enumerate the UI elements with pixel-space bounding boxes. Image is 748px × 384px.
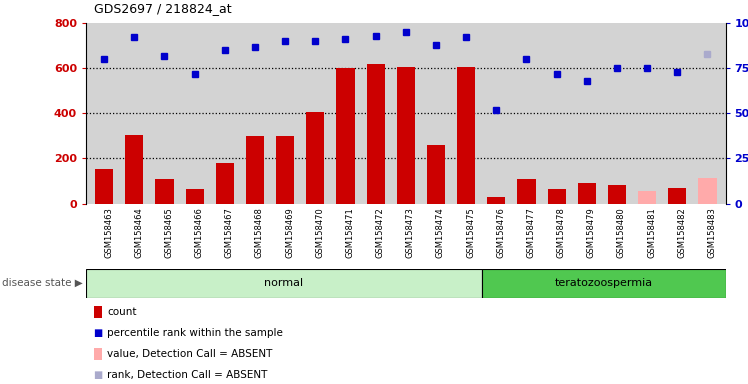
Text: ■: ■	[94, 370, 102, 380]
Text: GSM158474: GSM158474	[436, 207, 445, 258]
Text: GSM158469: GSM158469	[285, 207, 294, 258]
Bar	[396, 67, 415, 204]
Bar	[156, 179, 174, 204]
Text: GSM158482: GSM158482	[677, 207, 687, 258]
Bar	[427, 145, 445, 204]
Text: percentile rank within the sample: percentile rank within the sample	[107, 328, 283, 338]
Bar	[638, 191, 656, 204]
Text: GSM158473: GSM158473	[405, 207, 415, 258]
Bar	[306, 112, 325, 204]
Bar	[337, 68, 355, 204]
Text: ■: ■	[94, 328, 102, 338]
Text: teratozoospermia: teratozoospermia	[555, 278, 653, 288]
Text: GSM158477: GSM158477	[527, 207, 536, 258]
Text: count: count	[107, 307, 136, 317]
Bar	[518, 179, 536, 204]
Bar	[367, 64, 384, 204]
Bar	[95, 169, 113, 204]
Text: value, Detection Call = ABSENT: value, Detection Call = ABSENT	[107, 349, 272, 359]
Bar	[548, 189, 565, 204]
Bar	[668, 188, 687, 204]
Text: GSM158471: GSM158471	[346, 207, 355, 258]
Bar	[487, 197, 506, 204]
Text: GSM158481: GSM158481	[647, 207, 656, 258]
Bar	[246, 136, 264, 204]
Text: GSM158476: GSM158476	[496, 207, 506, 258]
Bar	[86, 269, 482, 298]
Text: GSM158475: GSM158475	[466, 207, 475, 258]
Bar	[276, 136, 294, 204]
Text: rank, Detection Call = ABSENT: rank, Detection Call = ABSENT	[107, 370, 267, 380]
Bar	[577, 183, 596, 204]
Text: GSM158464: GSM158464	[135, 207, 144, 258]
Text: disease state ▶: disease state ▶	[1, 278, 82, 288]
Bar	[215, 163, 234, 204]
Text: GSM158483: GSM158483	[708, 207, 717, 258]
Text: GSM158472: GSM158472	[375, 207, 384, 258]
Text: GSM158480: GSM158480	[617, 207, 626, 258]
Bar	[608, 185, 626, 204]
Bar	[482, 269, 726, 298]
Text: GSM158479: GSM158479	[586, 207, 596, 258]
Bar	[699, 177, 717, 204]
Text: GSM158470: GSM158470	[316, 207, 325, 258]
Text: normal: normal	[264, 278, 304, 288]
Bar	[186, 189, 203, 204]
Text: GSM158478: GSM158478	[557, 207, 565, 258]
Text: GDS2697 / 218824_at: GDS2697 / 218824_at	[94, 2, 231, 15]
Text: GSM158467: GSM158467	[225, 207, 234, 258]
Text: GSM158468: GSM158468	[255, 207, 264, 258]
Text: GSM158466: GSM158466	[194, 207, 203, 258]
Text: GSM158465: GSM158465	[165, 207, 174, 258]
Bar	[125, 135, 144, 204]
Bar	[457, 67, 475, 204]
Text: GSM158463: GSM158463	[104, 207, 113, 258]
